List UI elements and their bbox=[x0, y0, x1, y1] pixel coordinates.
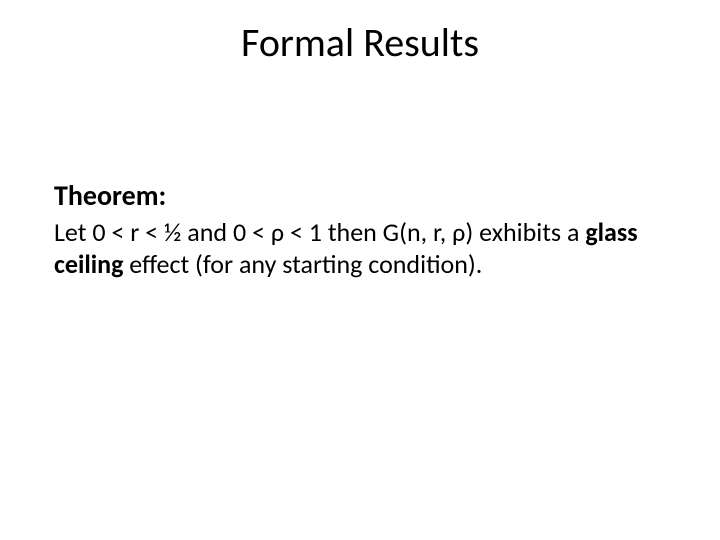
theorem-text-suffix: effect (for any starting condition). bbox=[123, 248, 482, 280]
slide: Formal Results Theorem: Let 0 < r < ½ an… bbox=[0, 0, 720, 540]
theorem-text: Let 0 < r < ½ and 0 < ρ < 1 then G(n, r,… bbox=[54, 217, 666, 280]
slide-title: Formal Results bbox=[0, 18, 720, 67]
slide-body: Theorem: Let 0 < r < ½ and 0 < ρ < 1 the… bbox=[54, 178, 666, 280]
theorem-text-prefix: Let 0 < r < ½ and 0 < ρ < 1 then G(n, r,… bbox=[54, 216, 585, 248]
theorem-label: Theorem: bbox=[54, 178, 666, 213]
